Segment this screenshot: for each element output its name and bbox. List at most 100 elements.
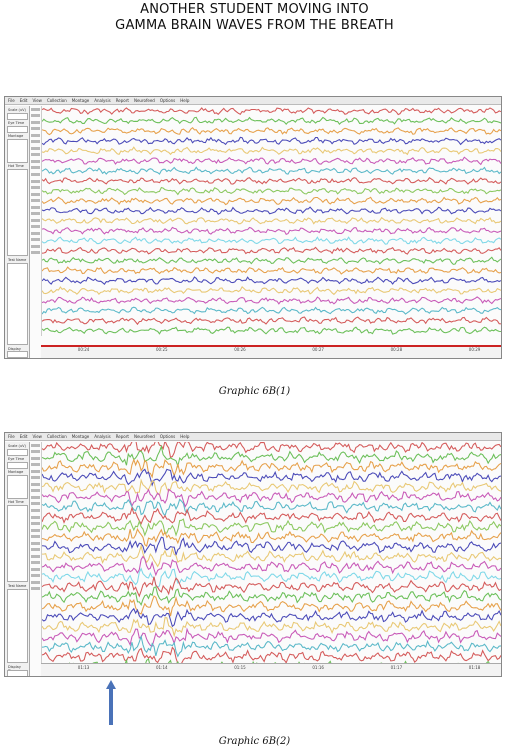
eye-time-field[interactable] [7,126,28,133]
menu-edit[interactable]: Edit [19,98,28,103]
channel-labels [30,106,41,346]
scale-field[interactable] [7,113,28,120]
eeg-trace [42,567,501,588]
scale-field[interactable] [7,449,28,456]
scale-label: Scale (uV) [8,108,26,112]
control-panel: Scale (uV) Eye Time Montage Hot Time Tes… [5,442,30,676]
control-panel: Scale (uV) Eye Time Montage Hot Time Tes… [5,106,30,358]
menu-edit[interactable]: Edit [19,434,28,439]
channel-label [31,515,40,519]
menu-collection[interactable]: Collection [46,434,67,439]
channel-label [31,476,40,480]
test-name-label: Test Name [8,584,27,588]
figure-caption-1: Graphic 6B(1) [218,386,291,397]
channel-labels [30,442,41,664]
channel-label [31,120,40,124]
channel-label [31,482,40,486]
menu-view[interactable]: View [32,434,42,439]
channel-label [31,587,40,591]
channel-label [31,580,40,584]
eeg-trace [42,498,501,517]
menu-montage[interactable]: Montage [71,98,90,103]
channel-label [31,186,40,190]
channel-label [31,244,40,248]
time-tick: 00:29 [468,347,481,352]
eeg-trace [42,595,501,617]
menu-file[interactable]: File [8,98,15,103]
menu-neurofeed[interactable]: Neurofeed [133,98,155,103]
eeg-trace [42,617,501,638]
eeg-trace [42,607,501,628]
time-tick: 01:17 [390,665,403,670]
montage-label: Montage [8,134,24,138]
channel-label [31,567,40,571]
channel-list[interactable] [7,505,28,582]
scale-label: Scale (uV) [8,444,26,448]
eye-time-field[interactable] [7,462,28,469]
time-tick: 00:26 [234,347,246,352]
display-time-field[interactable] [7,351,28,358]
menu-bar: File Edit View Collection Montage Analys… [5,433,501,441]
montage-list[interactable] [7,139,28,163]
menu-view[interactable]: View [32,98,42,103]
eeg-trace [42,107,501,116]
menu-analysis[interactable]: Analysis [94,434,111,439]
menu-report[interactable]: Report [115,98,129,103]
channel-label [31,502,40,506]
channel-label [31,541,40,545]
channel-label [31,443,40,447]
menu-help[interactable]: Help [180,434,190,439]
eeg-trace [42,586,501,607]
test-list[interactable] [7,589,28,663]
time-tick: 01:15 [234,665,246,670]
montage-list[interactable] [7,475,28,499]
eeg-trace [42,166,501,175]
channel-label [31,159,40,163]
eeg-trace [42,518,501,537]
eeg-trace [42,196,501,206]
channel-label [31,172,40,176]
menu-file[interactable]: File [8,434,15,439]
menu-help[interactable]: Help [180,98,190,103]
hot-time-label: Hot Time [8,500,24,504]
channel-label [31,127,40,131]
figure-caption-2: Graphic 6B(2) [218,736,291,747]
time-tick: 01:16 [312,665,324,670]
eeg-trace [42,216,501,225]
channel-label [31,231,40,235]
menu-collection[interactable]: Collection [46,98,67,103]
eeg-window-2: File Edit View Collection Montage Analys… [4,432,502,677]
eeg-window-1: File Edit View Collection Montage Analys… [4,96,502,359]
time-axis[interactable]: 01:13 01:14 01:15 01:16 01:17 01:18 [41,663,501,676]
eeg-trace [42,186,501,196]
channel-label [31,489,40,493]
menu-options[interactable]: Options [159,98,176,103]
timeline-marker [41,345,501,347]
channel-label [31,199,40,203]
up-arrow-icon [106,680,116,725]
eeg-trace [42,236,501,245]
menu-bar: File Edit View Collection Montage Analys… [5,97,501,105]
menu-montage[interactable]: Montage [71,434,90,439]
menu-options[interactable]: Options [159,434,176,439]
time-tick: 00:27 [312,347,324,352]
eeg-trace [42,266,501,275]
eeg-trace [42,555,501,577]
eeg-trace [42,296,501,305]
time-tick: 01:13 [77,665,90,670]
eeg-trace [42,177,501,185]
time-tick: 01:18 [468,665,481,670]
channel-list[interactable] [7,169,28,256]
menu-report[interactable]: Report [115,434,129,439]
channel-label [31,146,40,150]
channel-label [31,561,40,565]
eeg-trace [42,246,501,255]
display-time-field[interactable] [7,670,28,676]
menu-analysis[interactable]: Analysis [94,98,111,103]
time-tick: 00:25 [156,347,168,352]
menu-neurofeed[interactable]: Neurofeed [133,434,155,439]
channel-label [31,456,40,460]
test-list[interactable] [7,263,28,345]
channel-label [31,212,40,216]
test-name-label: Test Name [8,258,27,262]
